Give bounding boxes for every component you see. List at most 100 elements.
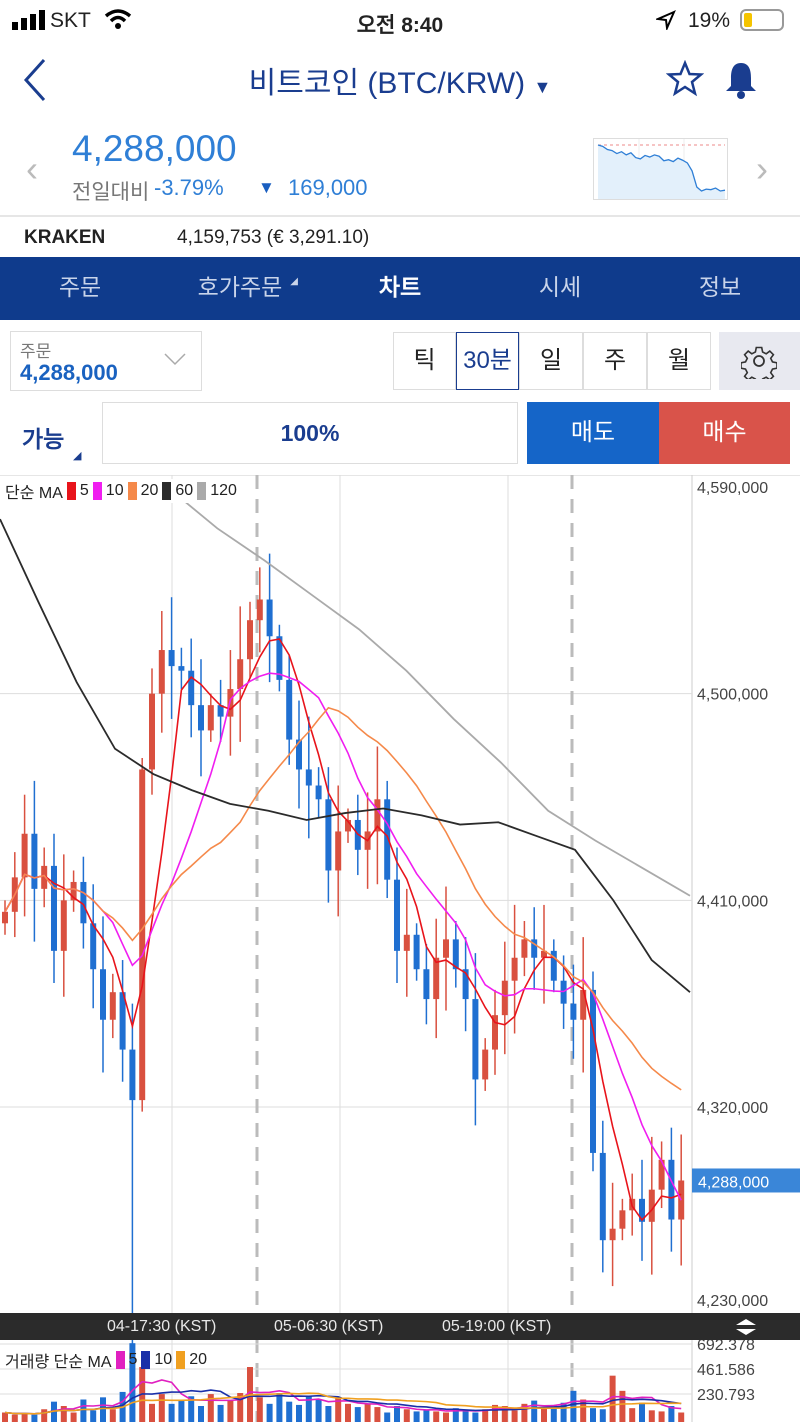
tab-quote-order[interactable]: 호가주문 ◢ bbox=[160, 257, 320, 320]
candle bbox=[462, 969, 469, 1000]
tab-chart[interactable]: 차트 bbox=[378, 274, 422, 300]
volume-bar bbox=[256, 1397, 263, 1422]
candle bbox=[394, 879, 400, 951]
volume-bar bbox=[41, 1409, 48, 1422]
candle bbox=[198, 705, 204, 731]
legend-label: 10 bbox=[105, 482, 124, 499]
corner-triangle-icon: ◢ bbox=[73, 450, 82, 462]
candle bbox=[149, 693, 155, 770]
candle bbox=[501, 980, 508, 1016]
sparkline-chart[interactable] bbox=[593, 138, 728, 200]
period-day[interactable]: 일 bbox=[519, 332, 583, 390]
wifi-icon bbox=[104, 9, 132, 29]
next-coin-arrow[interactable]: › bbox=[756, 148, 768, 189]
tab-bar: 주문 호가주문 ◢ 차트 시세 정보 bbox=[0, 257, 800, 320]
candle bbox=[492, 1015, 498, 1050]
candle bbox=[550, 950, 557, 981]
legend-swatch bbox=[115, 1351, 125, 1369]
volume-bar bbox=[188, 1396, 195, 1422]
volume-bar bbox=[452, 1408, 459, 1422]
legend-label: 10 bbox=[154, 1351, 173, 1368]
candle bbox=[256, 599, 263, 621]
y-tick-label: 4,230,000 bbox=[697, 1293, 768, 1310]
price-chart[interactable]: 4,590,000 4,500,000 4,410,000 4,320,000 4,23… bbox=[0, 475, 800, 1422]
volume-bar bbox=[286, 1401, 293, 1422]
volume-bar bbox=[629, 1408, 636, 1422]
period-week[interactable]: 주 bbox=[583, 332, 647, 390]
candle bbox=[286, 679, 293, 740]
volume-y-tick: 230.793 bbox=[697, 1387, 755, 1404]
location-icon bbox=[656, 10, 676, 30]
available-percent[interactable]: 100% bbox=[102, 402, 518, 464]
candle bbox=[541, 950, 547, 958]
volume-bar bbox=[149, 1403, 155, 1422]
volume-bar bbox=[560, 1402, 567, 1422]
candle bbox=[276, 636, 283, 680]
volume-bar bbox=[501, 1406, 508, 1422]
period-tick[interactable]: 틱 bbox=[393, 332, 456, 390]
candle bbox=[90, 923, 97, 970]
back-icon[interactable] bbox=[22, 58, 48, 104]
ma-legend: 단순 MA 5 10 20 60 120 bbox=[5, 479, 237, 503]
candle bbox=[315, 785, 322, 800]
candle bbox=[41, 865, 48, 889]
legend-label: 20 bbox=[189, 1351, 207, 1368]
legend-title: 거래량 단순 MA bbox=[5, 1354, 112, 1371]
volume-bar bbox=[21, 1413, 28, 1422]
page-title[interactable]: 비트코인 (BTC/KRW) ▼ bbox=[0, 58, 800, 102]
tab-info[interactable]: 정보 bbox=[698, 274, 742, 300]
current-price-tag bbox=[692, 1168, 800, 1193]
volume-ma5-line bbox=[4, 1379, 682, 1415]
sell-button[interactable]: 매도 bbox=[527, 402, 659, 464]
y-tick-label: 4,320,000 bbox=[697, 1100, 768, 1117]
tab-market[interactable]: 시세 bbox=[538, 274, 582, 300]
candle bbox=[178, 666, 185, 671]
resize-handle-icon[interactable] bbox=[733, 1318, 759, 1336]
volume-bar bbox=[374, 1407, 381, 1422]
buy-button[interactable]: 매수 bbox=[659, 402, 790, 464]
volume-bar bbox=[492, 1404, 498, 1422]
candle bbox=[2, 911, 8, 924]
sparkline-line bbox=[597, 144, 726, 192]
candle bbox=[158, 650, 165, 694]
candle bbox=[443, 939, 449, 958]
volume-bar bbox=[178, 1400, 185, 1422]
chevron-down-icon bbox=[164, 353, 186, 366]
volume-bar bbox=[70, 1412, 77, 1422]
candle bbox=[305, 769, 312, 786]
available-label[interactable]: 가능 bbox=[22, 426, 65, 452]
candle bbox=[639, 1198, 645, 1222]
volume-bar bbox=[276, 1393, 283, 1422]
volume-bar bbox=[158, 1394, 165, 1422]
legend-swatch bbox=[176, 1351, 186, 1369]
x-tick-label: 05-19:00 (KST) bbox=[442, 1318, 552, 1335]
candle bbox=[60, 900, 67, 951]
candle bbox=[188, 670, 195, 706]
period-month[interactable]: 월 bbox=[647, 332, 711, 390]
legend-swatch bbox=[141, 1351, 151, 1369]
volume-bar bbox=[423, 1410, 430, 1422]
sparkline-area bbox=[598, 145, 725, 199]
volume-bar bbox=[462, 1410, 469, 1422]
change-amount: 169,000 bbox=[288, 175, 368, 200]
legend-swatch bbox=[66, 482, 76, 500]
candle bbox=[590, 989, 596, 1153]
title-text: 비트코인 (BTC/KRW) bbox=[248, 67, 526, 100]
corner-triangle-icon: ◢ bbox=[290, 276, 298, 287]
period-30min[interactable]: 30분 bbox=[456, 332, 519, 390]
tab-order[interactable]: 주문 bbox=[58, 274, 102, 300]
carrier: SKT bbox=[50, 9, 91, 32]
volume-bar bbox=[335, 1398, 342, 1422]
legend-label: 120 bbox=[210, 482, 237, 499]
prev-coin-arrow[interactable]: ‹ bbox=[26, 148, 38, 189]
order-price-select[interactable]: 주문 4,288,000 bbox=[10, 331, 202, 391]
volume-bar bbox=[315, 1399, 322, 1422]
bell-icon[interactable] bbox=[722, 60, 760, 100]
candle bbox=[119, 992, 126, 1050]
candle bbox=[403, 934, 410, 951]
volume-bar bbox=[60, 1406, 67, 1422]
chart-settings-button[interactable] bbox=[719, 332, 800, 390]
star-icon[interactable] bbox=[666, 60, 704, 98]
candle bbox=[139, 769, 146, 1101]
gear-icon bbox=[741, 346, 777, 379]
